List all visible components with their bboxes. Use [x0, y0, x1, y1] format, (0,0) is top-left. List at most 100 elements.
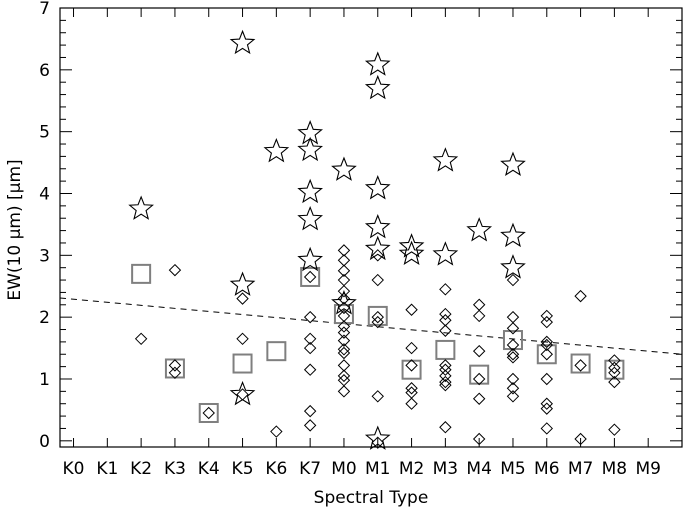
diamond-marker: [168, 359, 182, 372]
star-marker: [500, 222, 526, 248]
x-tick-label: K0: [63, 459, 85, 479]
star-marker: [297, 246, 323, 272]
star-marker: [263, 137, 290, 163]
diamond-marker: [540, 309, 553, 323]
diamond-marker: [303, 404, 317, 418]
diamond-marker: [405, 341, 418, 355]
diamond-marker: [472, 392, 486, 405]
star-marker: [229, 380, 256, 406]
diamond-marker: [337, 292, 351, 305]
diamond-marker: [337, 244, 351, 257]
diamond-marker: [337, 343, 351, 356]
square-marker: [198, 402, 219, 423]
diamond-marker: [337, 264, 351, 277]
x-tick-label: M9: [635, 459, 660, 479]
x-tick-label: M0: [331, 459, 356, 479]
diamond-marker: [608, 366, 621, 380]
star-marker: [331, 156, 357, 181]
star-marker: [297, 178, 323, 204]
data-points-layer: [128, 29, 625, 450]
diamond-marker: [202, 406, 215, 420]
diamond-marker: [371, 273, 384, 287]
diamond-marker: [236, 292, 249, 305]
diamond-marker: [236, 332, 249, 346]
diamond-marker: [303, 270, 317, 284]
diamond-marker: [303, 419, 317, 432]
diamond-marker: [506, 273, 520, 287]
diamond-marker: [337, 326, 351, 339]
y-tick-label: 6: [39, 61, 50, 81]
diamond-marker: [540, 348, 553, 361]
star-marker: [398, 233, 425, 258]
star-marker: [229, 271, 256, 296]
diamond-marker: [472, 372, 486, 386]
diamond-marker: [405, 303, 418, 316]
x-tick-label: M3: [433, 459, 458, 479]
diamond-marker: [506, 322, 520, 335]
diamond-marker: [337, 334, 351, 347]
x-tick-label: M4: [466, 459, 491, 479]
star-marker: [500, 151, 526, 176]
diamond-marker: [303, 363, 317, 376]
diamond-marker: [371, 436, 384, 449]
square-marker: [469, 364, 490, 385]
diamond-marker: [608, 423, 621, 436]
diamond-marker: [608, 354, 621, 367]
star-marker: [128, 195, 154, 220]
y-tick-label: 1: [39, 370, 50, 390]
star-marker: [297, 205, 323, 231]
diamond-marker: [337, 301, 351, 315]
square-marker: [435, 339, 456, 360]
x-tick-label: M1: [365, 459, 390, 479]
x-tick-label: M7: [568, 459, 593, 479]
y-tick-label: 4: [39, 184, 50, 204]
x-axis-title: Spectral Type: [314, 488, 429, 508]
star-marker: [432, 147, 459, 172]
diamond-marker: [439, 369, 452, 383]
diamond-marker: [134, 332, 148, 346]
diamond-marker: [540, 315, 553, 329]
square-marker: [300, 266, 321, 287]
trend-line-layer: [59, 297, 683, 355]
diamond-marker: [472, 309, 486, 323]
x-tick-label: K7: [299, 459, 321, 479]
diamond-marker: [371, 249, 384, 262]
star-marker: [432, 241, 459, 266]
y-axis-title: EW(10 μm) [μm]: [5, 159, 25, 300]
square-marker: [536, 344, 557, 365]
diamond-marker: [337, 284, 351, 298]
x-tick-label: K3: [164, 459, 186, 479]
x-tick-label: K1: [96, 459, 118, 479]
x-tick-label: M5: [500, 459, 525, 479]
diamond-marker: [439, 375, 452, 389]
diamond-marker: [439, 283, 452, 296]
diamond-marker: [371, 310, 384, 324]
x-tick-label: M8: [602, 459, 627, 479]
y-axis-ticks: 0 1 2 3 4 5 6 7: [39, 0, 682, 452]
star-marker: [466, 217, 493, 242]
diamond-marker: [439, 378, 452, 392]
star-marker: [297, 136, 323, 162]
star-marker: [398, 240, 425, 266]
diamond-marker: [270, 425, 283, 438]
square-marker: [333, 304, 354, 325]
y-tick-label: 0: [39, 432, 50, 452]
diamond-marker: [540, 338, 553, 352]
square-marker: [367, 305, 388, 326]
diamond-marker: [574, 359, 587, 372]
plot-frame: [59, 7, 683, 448]
y-tick-label: 7: [39, 0, 50, 19]
star-marker: [364, 51, 391, 76]
square-marker: [401, 359, 422, 380]
diamond-marker: [506, 390, 520, 403]
y-tick-label: 5: [39, 123, 50, 143]
diamond-marker: [540, 372, 553, 386]
diamond-marker: [337, 346, 351, 360]
diamond-marker: [405, 359, 418, 372]
square-marker: [266, 341, 287, 362]
x-tick-label: K4: [198, 459, 220, 479]
y-tick-label: 2: [39, 308, 50, 328]
diamond-marker: [439, 324, 452, 337]
star-marker: [331, 290, 357, 315]
